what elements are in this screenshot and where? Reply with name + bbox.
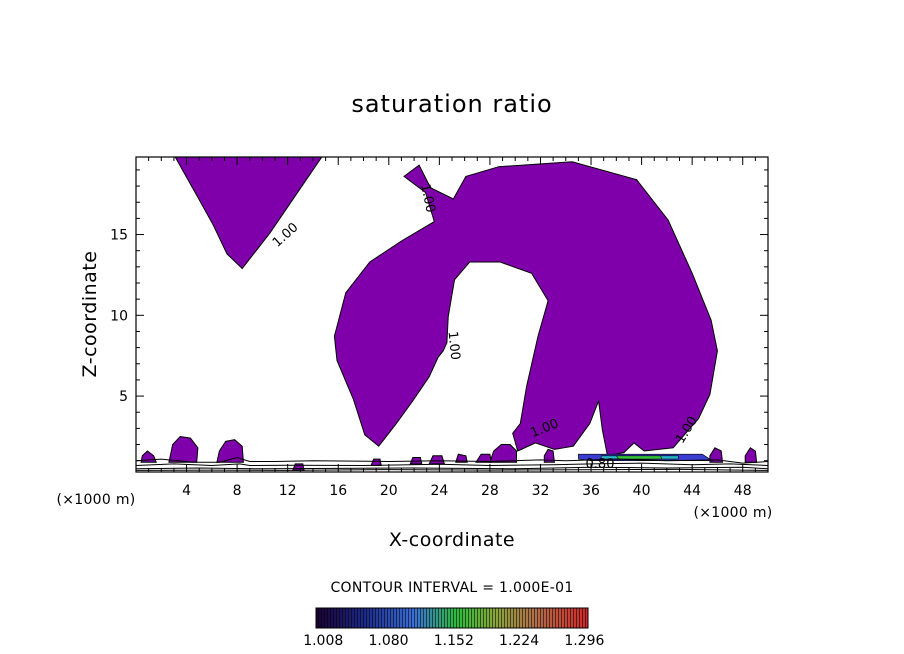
y-tick-label: 5 bbox=[119, 389, 128, 405]
region-blob-13 bbox=[744, 447, 758, 463]
colorbar-tick-labels: 1.008 1.080 1.152 1.224 1.296 bbox=[303, 633, 604, 649]
colorbar-tick-label: 1.296 bbox=[564, 633, 604, 649]
colorbar-tick-label: 1.224 bbox=[499, 633, 539, 649]
colorbar bbox=[315, 607, 589, 629]
colorbar-tick-label: 1.008 bbox=[303, 633, 343, 649]
region-central-right-lobe bbox=[333, 161, 718, 457]
x-tick-label: 36 bbox=[582, 483, 600, 499]
x-tick-label: 16 bbox=[329, 483, 347, 499]
x-tick-label: 40 bbox=[633, 483, 651, 499]
region-blob-9 bbox=[475, 453, 492, 463]
contour-line bbox=[136, 456, 768, 464]
region-blob-5 bbox=[370, 458, 382, 466]
x-unit-right: (×1000 m) bbox=[693, 505, 772, 521]
y-tick-label: 10 bbox=[110, 308, 128, 324]
chart-title: saturation ratio bbox=[351, 90, 552, 118]
region-blob-2 bbox=[168, 435, 199, 463]
colorbar-tick-label: 1.152 bbox=[434, 633, 474, 649]
plot-area bbox=[136, 157, 768, 471]
x-tick-label: 28 bbox=[481, 483, 499, 499]
supersaturation-regions bbox=[140, 157, 758, 471]
x-tick-label: 32 bbox=[532, 483, 550, 499]
contour-label: 1.00 bbox=[417, 183, 438, 214]
contour-interval-text: CONTOUR INTERVAL = 1.000E-01 bbox=[330, 580, 573, 596]
contour-label: 1.00 bbox=[445, 330, 463, 360]
x-tick-label: 44 bbox=[683, 483, 701, 499]
y-tick-label: 15 bbox=[110, 228, 128, 244]
colorbar-hatch bbox=[316, 608, 588, 628]
green-streak bbox=[615, 455, 663, 460]
region-blob-12 bbox=[709, 447, 724, 463]
region-blob-7 bbox=[428, 455, 446, 465]
x-tick-label: 12 bbox=[279, 483, 297, 499]
x-tick-label: 4 bbox=[182, 483, 191, 499]
region-blob-11 bbox=[543, 448, 555, 463]
colorbar-tick-label: 1.080 bbox=[368, 633, 408, 649]
x-tick-label: 20 bbox=[380, 483, 398, 499]
region-blob-8 bbox=[455, 453, 468, 463]
x-tick-label: 8 bbox=[233, 483, 242, 499]
contour-label: 0.80 bbox=[586, 457, 615, 472]
region-blob-3 bbox=[216, 439, 244, 463]
x-unit-left: (×1000 m) bbox=[56, 492, 135, 508]
y-axis-label: Z-coordinate bbox=[79, 251, 101, 378]
x-tick-label: 24 bbox=[430, 483, 448, 499]
region-upper-left-lobe bbox=[174, 157, 323, 270]
contour-line bbox=[136, 462, 768, 467]
x-axis-label: X-coordinate bbox=[389, 529, 515, 551]
x-tick-label: 48 bbox=[734, 483, 752, 499]
region-blob-10 bbox=[489, 444, 517, 463]
colorbar-frame bbox=[315, 607, 589, 629]
